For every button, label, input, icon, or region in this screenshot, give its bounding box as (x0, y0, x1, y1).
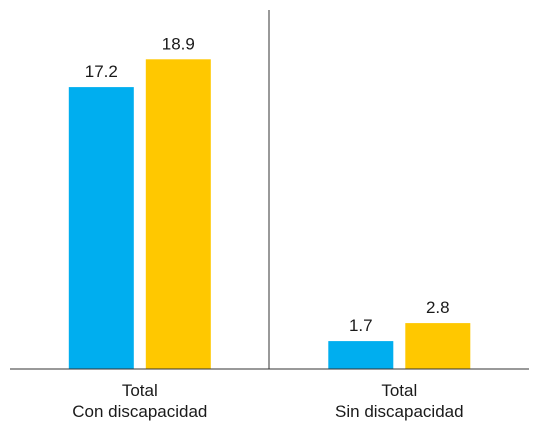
bar-series1-cat2 (328, 341, 394, 369)
bars-layer (68, 59, 471, 370)
value-label-series2-cat1: 18.9 (162, 34, 195, 53)
category-label-2-line1: Total (381, 381, 417, 400)
value-label-series2-cat2: 2.8 (426, 298, 450, 317)
bar-series2-cat2 (405, 323, 471, 369)
bar-series2-cat1 (145, 59, 211, 370)
category-label-1-line2: Con discapacidad (72, 402, 207, 421)
category-label-2-line2: Sin discapacidad (335, 402, 464, 421)
bar-series1-cat1 (68, 87, 134, 369)
category-label-1-line1: Total (122, 381, 158, 400)
value-label-series1-cat1: 17.2 (85, 62, 118, 81)
value-labels-layer: 17.2 18.9 1.7 2.8 (85, 34, 450, 335)
value-label-series1-cat2: 1.7 (349, 316, 373, 335)
category-labels-layer: Total Con discapacidad Total Sin discapacid… (72, 381, 463, 421)
